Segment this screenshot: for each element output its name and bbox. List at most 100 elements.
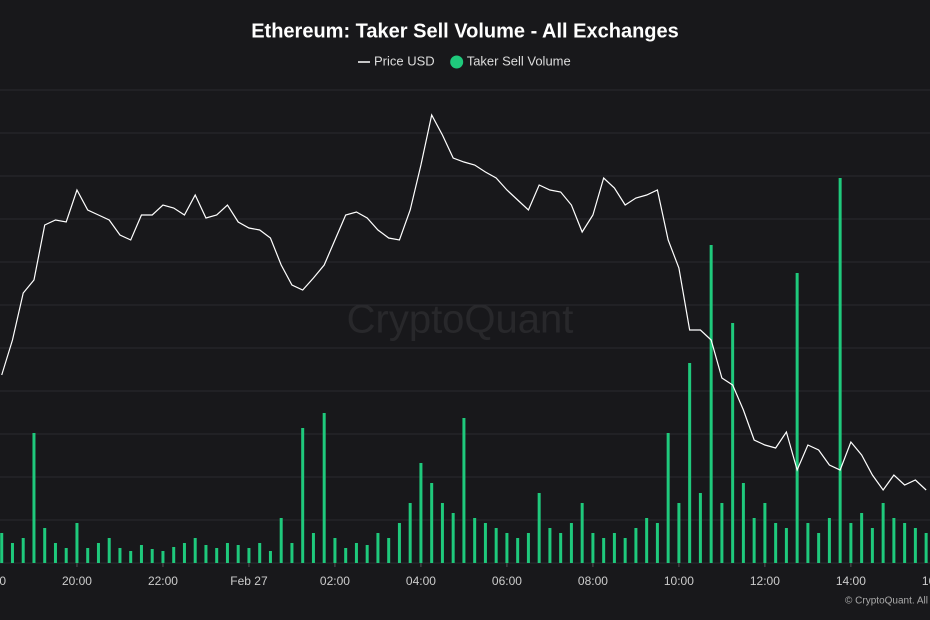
volume-bar: [559, 533, 563, 563]
volume-bar: [731, 323, 735, 563]
volume-bar: [215, 548, 219, 563]
volume-bar: [666, 433, 670, 563]
x-tick-label: 20:00: [62, 574, 92, 588]
watermark: CryptoQuant: [347, 298, 574, 342]
x-tick-label: Feb 27: [230, 574, 268, 588]
volume-bar: [784, 528, 788, 563]
volume-bar: [236, 545, 240, 563]
volume-bar: [720, 503, 724, 563]
x-tick-label: 02:00: [320, 574, 350, 588]
volume-bar: [634, 528, 638, 563]
volume-bar: [913, 528, 917, 563]
volume-bar: [752, 518, 756, 563]
volume-bar: [494, 528, 498, 563]
volume-bar: [569, 523, 573, 563]
x-tick-label: 14:00: [836, 574, 866, 588]
volume-bar: [161, 551, 165, 563]
volume-bar: [688, 363, 692, 563]
volume-bar: [96, 543, 100, 563]
volume-bar: [86, 548, 90, 563]
volume-bar: [279, 518, 283, 563]
volume-bar: [21, 538, 25, 563]
volume-bar: [892, 518, 896, 563]
volume-bar: [204, 545, 208, 563]
volume-bar: [827, 518, 831, 563]
volume-bar: [537, 493, 541, 563]
volume-bar: [129, 551, 133, 563]
volume-bar: [64, 548, 68, 563]
volume-bar: [430, 483, 434, 563]
volume-bar: [322, 413, 326, 563]
volume-bar: [354, 543, 358, 563]
volume-bar: [172, 547, 176, 563]
volume-bar: [741, 483, 745, 563]
x-tick-label: 12:00: [750, 574, 780, 588]
volume-bar: [365, 545, 369, 563]
volume-bar: [645, 518, 649, 563]
volume-bar: [118, 548, 122, 563]
volume-bar: [602, 538, 606, 563]
volume-bar: [795, 273, 799, 563]
volume-bar: [548, 528, 552, 563]
volume-bar: [344, 548, 348, 563]
volume-bar: [709, 245, 713, 563]
x-tick-label: 10:00: [664, 574, 694, 588]
volume-bar: [580, 503, 584, 563]
volume-bar: [516, 538, 520, 563]
volume-bar: [881, 503, 885, 563]
volume-bar: [817, 533, 821, 563]
volume-bar: [526, 533, 530, 563]
volume-bar: [655, 523, 659, 563]
chart-title: Ethereum: Taker Sell Volume - All Exchan…: [251, 20, 679, 42]
volume-bar: [397, 523, 401, 563]
legend-label: Price USD: [374, 53, 435, 68]
volume-bar: [10, 543, 14, 563]
volume-bar: [139, 545, 143, 563]
volume-bar: [623, 538, 627, 563]
volume-bar: [290, 543, 294, 563]
volume-bar: [32, 433, 36, 563]
volume-bar: [376, 533, 380, 563]
legend-label: Taker Sell Volume: [467, 53, 571, 68]
legend-marker: [450, 55, 464, 69]
volume-bar: [903, 523, 907, 563]
volume-bar: [182, 543, 186, 563]
volume-bar: [451, 513, 455, 563]
volume-bar: [387, 538, 391, 563]
volume-bar: [838, 178, 842, 563]
volume-bar: [806, 523, 810, 563]
volume-bar: [462, 418, 466, 563]
volume-bar: [591, 533, 595, 563]
volume-bar: [0, 533, 4, 563]
volume-bar: [258, 543, 262, 563]
volume-bar: [924, 533, 928, 563]
volume-bar: [870, 528, 874, 563]
volume-bar: [268, 551, 272, 563]
x-tick-label: 04:00: [406, 574, 436, 588]
volume-bar: [419, 463, 423, 563]
price-line: [1, 113, 927, 492]
x-tick-label: 06:00: [492, 574, 522, 588]
volume-bar: [774, 523, 778, 563]
volume-bar: [150, 549, 154, 563]
volume-bar: [505, 533, 509, 563]
volume-bar: [677, 503, 681, 563]
volume-bar: [43, 528, 47, 563]
volume-bar: [860, 513, 864, 563]
volume-bar: [698, 493, 702, 563]
volume-bar: [225, 543, 229, 563]
x-tick-label: 16:00: [922, 574, 930, 588]
volume-bar: [849, 523, 853, 563]
volume-bar: [612, 533, 616, 563]
volume-bar: [53, 543, 57, 563]
volume-bar: [75, 523, 79, 563]
volume-bar: [301, 428, 305, 563]
volume-bar: [473, 518, 477, 563]
volume-bar: [408, 503, 412, 563]
volume-bar: [193, 538, 197, 563]
volume-bar: [107, 538, 111, 563]
volume-bar: [311, 533, 315, 563]
volume-bar: [440, 503, 444, 563]
volume-bar: [763, 503, 767, 563]
